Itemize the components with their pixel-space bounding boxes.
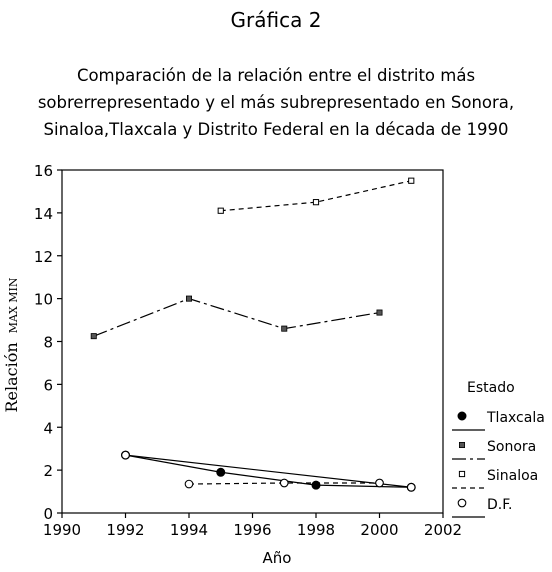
series-sonora — [90, 295, 383, 340]
data-point — [217, 207, 224, 214]
y-tick-label: 6 — [43, 376, 53, 394]
data-point — [312, 199, 320, 206]
legend-item: Sonora — [452, 439, 536, 460]
series-sinaloa — [217, 177, 415, 214]
y-tick-label: 2 — [43, 462, 53, 480]
x-tick-label: 1998 — [297, 521, 335, 539]
x-tick-label: 1994 — [170, 521, 208, 539]
legend-label: Tlaxcala — [486, 410, 545, 426]
data-point — [279, 478, 289, 488]
series-line — [188, 482, 380, 485]
series-d-f- — [121, 450, 416, 492]
data-point — [376, 309, 383, 316]
series-line — [125, 454, 412, 488]
data-point — [216, 467, 226, 477]
series-line — [93, 297, 380, 337]
data-point — [375, 478, 384, 488]
series-unnamed-4 — [184, 478, 384, 489]
y-tick-label: 8 — [43, 334, 53, 352]
legend-item: Tlaxcala — [452, 410, 545, 431]
legend: Estado Tlaxcala Sonora Sinaloa D.F. — [452, 380, 545, 518]
y-axis-label-main: Relación — [2, 342, 21, 412]
plot-frame — [61, 169, 444, 514]
data-point — [185, 295, 192, 302]
x-tick-label: 1990 — [43, 521, 81, 539]
x-tick-label: 2000 — [360, 521, 398, 539]
y-tick-label: 12 — [34, 248, 53, 266]
data-point — [90, 333, 97, 340]
legend-marker — [457, 411, 467, 421]
data-point — [311, 480, 321, 490]
legend-label: Sonora — [487, 439, 536, 455]
y-tick-label: 14 — [34, 205, 53, 223]
y-axis-label-sub: MAX MIN — [7, 277, 20, 333]
y-tick-label: 10 — [34, 291, 53, 309]
series-layer — [90, 177, 416, 492]
data-point — [408, 177, 415, 184]
chart-axes: 1990 1992 1994 1996 1998 2000 2002 0 2 4 6 8 10 12 14 1… — [34, 162, 462, 539]
x-tick-label: 1992 — [106, 521, 144, 539]
legend-label: D.F. — [487, 497, 512, 513]
x-tick-label: 2002 — [424, 521, 462, 539]
series-line — [125, 454, 412, 488]
legend-item: Sinaloa — [452, 468, 538, 489]
y-tick-label: 4 — [43, 419, 53, 437]
legend-title: Estado — [467, 380, 515, 396]
data-point — [121, 450, 130, 460]
x-tick-label: 1996 — [233, 521, 271, 539]
y-tick-label: 16 — [34, 162, 53, 180]
y-axis-label: Relación MAX MIN — [2, 277, 21, 412]
legend-item: D.F. — [452, 497, 512, 518]
legend-marker — [457, 498, 467, 508]
y-tick-label: 0 — [43, 505, 53, 523]
data-point — [184, 479, 194, 489]
legend-marker — [458, 470, 466, 478]
data-point — [281, 325, 288, 332]
legend-marker — [458, 441, 465, 448]
x-axis-label: Año — [263, 549, 292, 567]
legend-label: Sinaloa — [487, 468, 538, 484]
series-line — [220, 180, 412, 212]
chart-subtitle: Comparación de la relación entre el dist… — [37, 66, 515, 139]
data-point — [406, 482, 416, 492]
figure-title: Gráfica 2 — [230, 8, 322, 32]
